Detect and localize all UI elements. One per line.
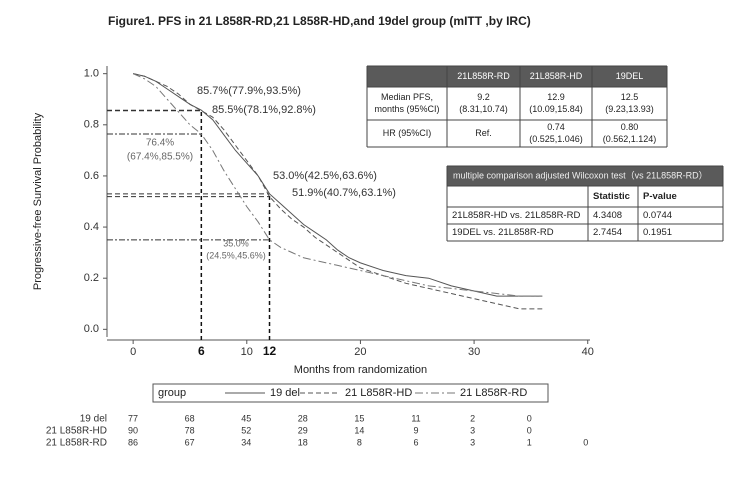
- chart-title: Figure1. PFS in 21 L858R-RD,21 L858R-HD,…: [108, 14, 531, 28]
- risk-count: 45: [241, 413, 251, 423]
- survival-curve: [133, 73, 543, 310]
- table-cell: 0.74: [547, 122, 565, 132]
- risk-count: 1: [527, 437, 532, 447]
- legend-title: group: [158, 387, 186, 399]
- x-tick-label: 30: [468, 346, 480, 358]
- risk-count: 52: [241, 425, 251, 435]
- y-tick-label: 0.2: [84, 272, 99, 284]
- table-header: 19DEL: [616, 71, 644, 81]
- table-cell: 12.5: [621, 92, 639, 102]
- legend-box: [152, 383, 549, 403]
- y-axis-label: Progressive-free Survival Probability: [32, 112, 44, 290]
- risk-count: 86: [128, 437, 138, 447]
- annotation: 85.5%(78.1%,92.8%): [212, 104, 316, 116]
- x-tick-label: 10: [241, 346, 253, 358]
- table-header: Statistic: [593, 191, 630, 202]
- annotation: 76.4%: [146, 138, 174, 149]
- x-axis-label: Months from randomization: [294, 364, 427, 376]
- table-cell: 0.1951: [643, 227, 672, 238]
- risk-count: 18: [298, 437, 308, 447]
- risk-count: 11: [411, 413, 420, 423]
- table-cell: months (95%CI): [374, 104, 439, 114]
- table-cell: (0.562,1.124): [603, 134, 657, 144]
- risk-count: 8: [357, 437, 362, 447]
- y-tick-label: 0.8: [84, 119, 99, 131]
- risk-count: 0: [583, 437, 588, 447]
- legend-label: 21 L858R-HD: [345, 387, 412, 399]
- survival-curve: [132, 73, 543, 297]
- risk-count: 14: [354, 425, 364, 435]
- annotation: 35.0%: [223, 238, 249, 248]
- y-tick-label: 0.4: [84, 221, 99, 233]
- risk-count: 90: [128, 425, 138, 435]
- table-header: 21L858R-RD: [457, 71, 510, 81]
- y-tick-label: 0.0: [84, 323, 99, 335]
- table-cell: 21L858R-HD vs. 21L858R-RD: [452, 210, 580, 221]
- survival-curve: [133, 73, 543, 297]
- table-cell: (0.525,1.046): [529, 134, 583, 144]
- landmark-label: 6: [198, 344, 205, 358]
- y-tick-label: 0.6: [84, 170, 99, 182]
- risk-count: 34: [241, 437, 251, 447]
- table-title-bg: [447, 166, 723, 186]
- x-tick-label: 20: [354, 346, 366, 358]
- y-tick-label: 1.0: [84, 68, 99, 80]
- table-cell: Median PFS,: [381, 92, 433, 102]
- risk-count: 68: [185, 413, 195, 423]
- risk-count: 0: [527, 425, 532, 435]
- annotation: (24.5%,45.6%): [206, 250, 266, 260]
- risk-count: 29: [298, 425, 308, 435]
- table-cell: Ref.: [475, 128, 492, 138]
- risk-count: 28: [298, 413, 308, 423]
- table-cell: (9.23,13.93): [605, 104, 654, 114]
- risk-count: 0: [527, 413, 532, 423]
- table-cell: HR (95%CI): [383, 128, 432, 138]
- table-cell: 19DEL vs. 21L858R-RD: [452, 227, 554, 238]
- risk-count: 3: [470, 437, 475, 447]
- risk-count: 6: [413, 437, 418, 447]
- risk-count: 9: [413, 425, 418, 435]
- x-tick-label: 40: [582, 346, 594, 358]
- table-header: 21L858R-HD: [530, 71, 583, 81]
- risk-label: 21 L858R-HD: [46, 426, 107, 437]
- landmark-label: 12: [263, 344, 277, 358]
- table-cell: 0.80: [621, 122, 639, 132]
- risk-count: 78: [185, 425, 195, 435]
- table-cell: (10.09,15.84): [529, 104, 583, 114]
- table-header: P-value: [643, 191, 677, 202]
- annotation: 51.9%(40.7%,63.1%): [292, 187, 396, 199]
- table-cell: 9.2: [477, 92, 490, 102]
- annotation: 85.7%(77.9%,93.5%): [197, 85, 301, 97]
- annotation: 53.0%(42.5%,63.6%): [273, 170, 377, 182]
- table-cell: 12.9: [547, 92, 565, 102]
- risk-count: 3: [470, 425, 475, 435]
- table-cell: 2.7454: [593, 227, 622, 238]
- legend-label: 19 del: [270, 387, 300, 399]
- risk-count: 15: [354, 413, 364, 423]
- table-cell: (8.31,10.74): [459, 104, 508, 114]
- x-tick-label: 0: [130, 346, 136, 358]
- risk-label: 19 del: [80, 414, 107, 425]
- risk-label: 21 L858R-RD: [46, 438, 107, 449]
- annotation: (67.4%,85.5%): [127, 152, 193, 163]
- table-cell: 0.0744: [643, 210, 672, 221]
- risk-count: 2: [470, 413, 475, 423]
- risk-count: 67: [185, 437, 195, 447]
- table-cell: 4.3408: [593, 210, 622, 221]
- risk-count: 77: [128, 413, 138, 423]
- table-title: multiple comparison adjusted Wilcoxon te…: [453, 170, 708, 180]
- legend-label: 21 L858R-RD: [460, 387, 527, 399]
